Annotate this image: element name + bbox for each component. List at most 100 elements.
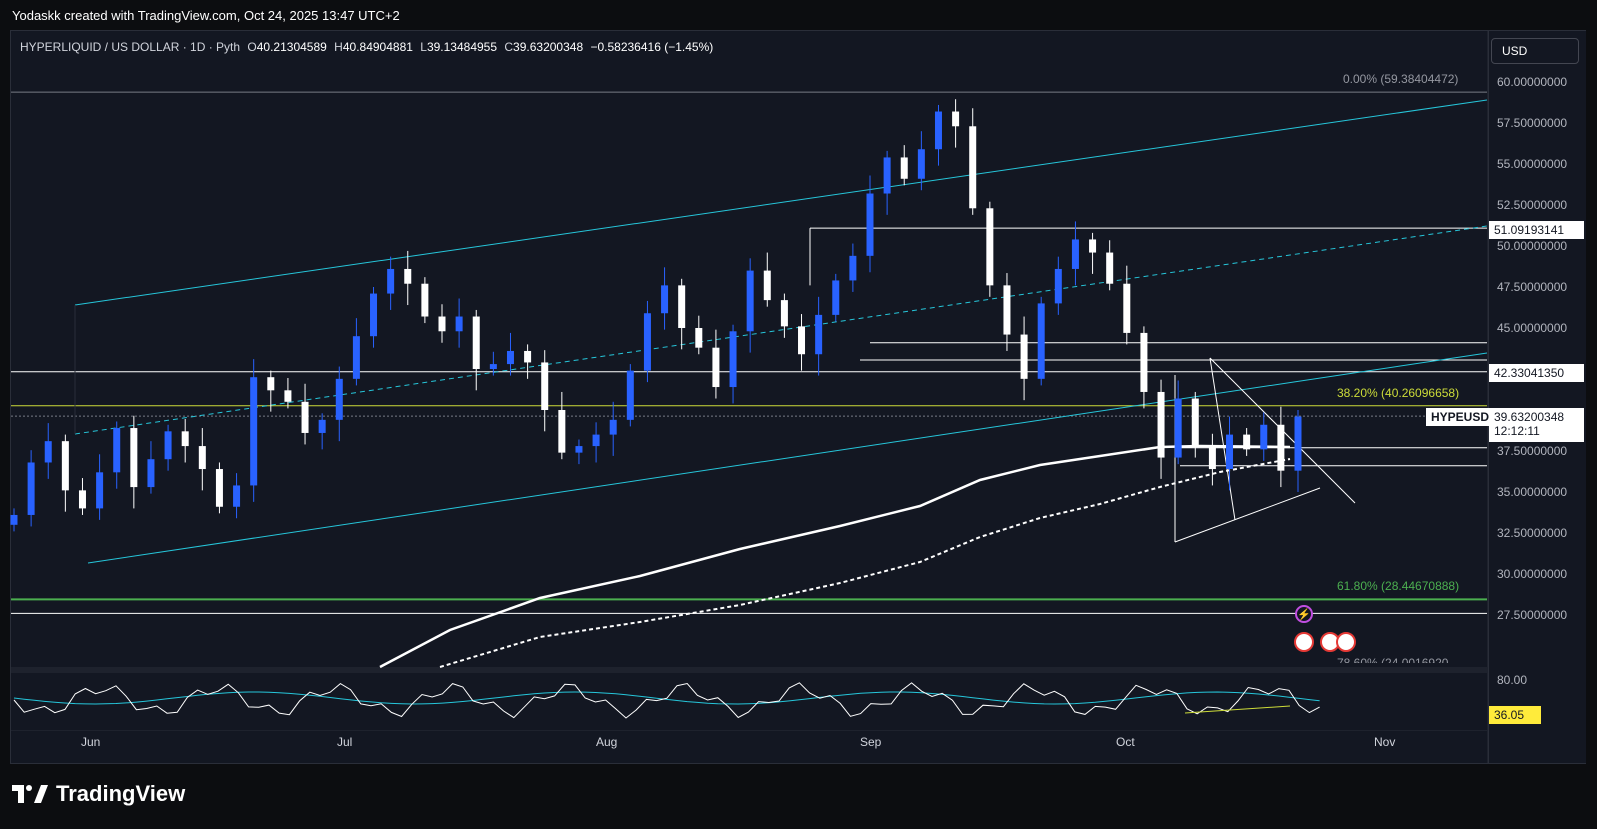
candle-body — [1140, 332, 1148, 392]
us-flag-event-icon[interactable] — [1294, 632, 1314, 652]
price-tick: 50.00000000 — [1497, 239, 1568, 253]
candle-body — [233, 485, 241, 507]
moving-average-dashed — [439, 458, 1291, 668]
last-price-tag: 39.63200348 12:12:11 — [1489, 408, 1584, 442]
candle-body — [1294, 416, 1302, 471]
rsi-lines — [13, 682, 1320, 719]
candle-body — [472, 316, 480, 369]
candle-body — [1243, 434, 1251, 450]
candle-body — [198, 446, 206, 470]
candle-body — [164, 431, 172, 460]
wedge-vertical-line — [1209, 357, 1236, 521]
change-value: −0.58236416 (−1.45%) — [590, 40, 714, 54]
candle-body — [558, 410, 566, 453]
candle-body — [1157, 391, 1165, 458]
countdown-timer: 12:12:11 — [1494, 424, 1540, 438]
candle-body — [798, 326, 806, 355]
close-label: C — [504, 40, 514, 54]
price-tick: 37.50000000 — [1497, 444, 1568, 458]
close-value: 39.63200348 — [513, 40, 584, 54]
candle-body — [524, 350, 532, 363]
x-label: Aug — [596, 735, 618, 749]
low-label: L — [420, 40, 427, 54]
currency-selector[interactable]: USD — [1491, 38, 1579, 64]
candle-body — [404, 268, 412, 284]
last-price-value: 39.63200348 — [1494, 410, 1565, 424]
channel-upper-line — [74, 99, 1488, 306]
high-label: H — [334, 40, 343, 54]
tradingview-logo[interactable]: TradingView — [12, 780, 185, 808]
price-tick: 47.50000000 — [1497, 280, 1568, 294]
candle-body — [318, 419, 326, 433]
candles — [10, 99, 1302, 532]
candle-body — [1071, 239, 1079, 269]
wedge-lower-line — [1174, 487, 1321, 543]
fib-level-382: 38.20% (40.26096658) — [1337, 386, 1460, 400]
candle-body — [1089, 239, 1097, 253]
rsi-tick: 80.00 — [1497, 673, 1528, 687]
channel-lower-line — [87, 352, 1488, 564]
price-axis[interactable] — [1488, 31, 1586, 763]
candle-body — [592, 434, 600, 447]
symbol-title[interactable]: HYPERLIQUID / US DOLLAR · 1D · Pyth — [20, 40, 241, 54]
candle-body — [27, 462, 35, 515]
candle-body — [96, 472, 104, 509]
level-tag-lower: 42.33041350 — [1489, 364, 1584, 382]
lightning-event-icon[interactable]: ⚡ — [1295, 605, 1313, 623]
candle-body — [1123, 283, 1131, 333]
price-tick: 55.00000000 — [1497, 157, 1568, 171]
candle-body — [267, 377, 275, 391]
price-tick: 35.00000000 — [1497, 485, 1568, 499]
open-label: O — [247, 40, 257, 54]
candle-body — [849, 255, 857, 281]
candle-body — [370, 293, 378, 337]
candle-body — [815, 314, 823, 355]
candle-body — [44, 441, 52, 463]
candle-body — [78, 490, 86, 509]
candle-body — [506, 350, 514, 365]
candle-body — [900, 157, 908, 179]
ohlc-legend[interactable]: HYPERLIQUID / US DOLLAR · 1D · Pyth O40.… — [20, 40, 717, 54]
candle-body — [969, 126, 977, 209]
candle-body — [832, 280, 840, 315]
x-label: Nov — [1374, 735, 1396, 749]
candle-body — [780, 300, 788, 327]
candle-body — [883, 157, 891, 194]
candle-body — [1277, 424, 1285, 471]
candle-body — [1106, 252, 1114, 284]
candle-body — [866, 193, 874, 256]
time-axis[interactable] — [11, 731, 1487, 763]
moving-average-200 — [379, 444, 1291, 669]
candle-body — [1260, 424, 1268, 450]
price-tick: 27.50000000 — [1497, 608, 1568, 622]
price-tick: 57.50000000 — [1497, 116, 1568, 130]
candle-body — [643, 313, 651, 371]
candle-body — [695, 328, 703, 348]
rsi-line — [13, 682, 1320, 719]
symbol-tag: HYPEUSD — [1426, 408, 1495, 426]
rsi-divergence-line — [1184, 705, 1291, 714]
candle-body — [61, 441, 69, 491]
x-label: Oct — [1116, 735, 1135, 749]
attribution-text: Yodaskk created with TradingView.com, Oc… — [12, 8, 400, 23]
candle-body — [661, 285, 669, 314]
tradingview-logo-icon — [12, 785, 48, 803]
candle-body — [1226, 434, 1234, 470]
rsi-pane[interactable] — [11, 673, 1487, 730]
candle-body — [147, 459, 155, 488]
candle-body — [609, 419, 617, 435]
fib-level-0: 0.00% (59.38404472) — [1343, 72, 1459, 86]
candle-body — [746, 270, 754, 332]
candle-body — [541, 362, 549, 410]
level-tag-upper: 51.09193141 — [1489, 221, 1584, 239]
channel-mid-line — [74, 225, 1488, 435]
main-price-pane[interactable] — [11, 31, 1487, 667]
candle-body — [215, 469, 223, 507]
x-label: Sep — [860, 735, 882, 749]
low-value: 39.13484955 — [426, 40, 498, 54]
candle-body — [335, 378, 343, 420]
open-value: 40.21304589 — [256, 40, 327, 54]
us-flag-event-icon[interactable] — [1336, 632, 1356, 652]
candle-body — [1054, 268, 1062, 304]
